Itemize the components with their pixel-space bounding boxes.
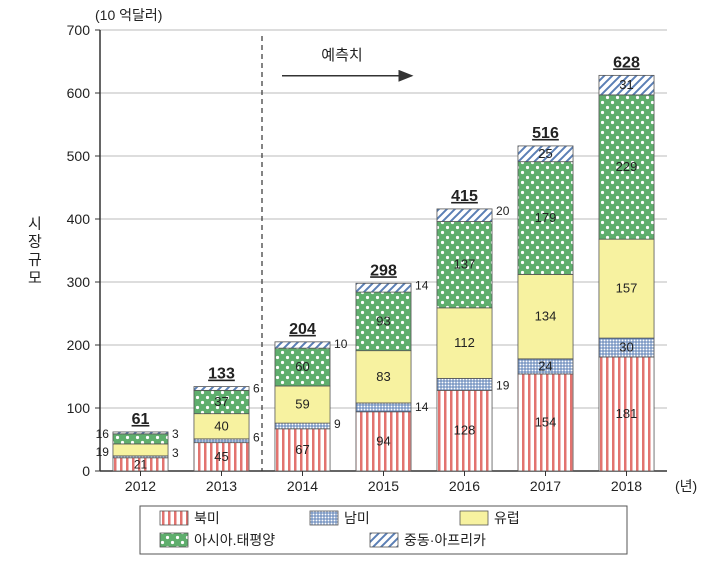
bar-segment-mea: [113, 432, 168, 434]
segment-value: 60: [295, 359, 309, 374]
segment-value: 31: [619, 77, 633, 92]
x-tick-label: 2017: [530, 478, 561, 494]
segment-value: 10: [334, 337, 348, 351]
stacked-bar-chart: 0 100 200 300 400 500 600 700(10 억달러) 시장규모 예측치 21 3…: [0, 0, 717, 561]
bar-segment-mea: [275, 342, 330, 348]
segment-value: 112: [454, 335, 475, 350]
segment-value: 30: [619, 340, 633, 355]
chart-container: 0 100 200 300 400 500 600 700(10 억달러) 시장규모 예측치 21 3…: [0, 0, 717, 561]
segment-value: 6: [253, 431, 260, 445]
bar-segment-eu: [113, 444, 168, 456]
legend-swatch: [160, 511, 188, 525]
x-tick-label: 2018: [611, 478, 642, 494]
segment-value: 19: [96, 445, 110, 459]
bar-total-label: 61: [132, 411, 150, 428]
segment-value: 21: [134, 457, 148, 471]
segment-value: 137: [454, 257, 476, 272]
segment-value: 179: [535, 210, 557, 225]
legend-swatch: [370, 533, 398, 547]
bar-total-label: 628: [613, 54, 640, 71]
bar-segment-mea: [194, 387, 249, 391]
legend-swatch: [460, 511, 488, 525]
y-tick-label: 600: [67, 85, 91, 101]
y-tick-label: 300: [67, 274, 91, 290]
legend-label: 남미: [344, 510, 370, 526]
segment-value: 16: [96, 427, 110, 441]
segment-value: 14: [415, 400, 429, 414]
bar-segment-sa: [194, 439, 249, 443]
segment-value: 25: [538, 146, 552, 161]
x-unit-label: (년): [675, 478, 697, 494]
bar-segment-sa: [437, 378, 492, 390]
segment-value: 83: [376, 369, 390, 384]
segment-value: 154: [535, 414, 557, 429]
segment-value: 94: [376, 433, 390, 448]
segment-value: 14: [415, 278, 429, 292]
forecast-label: 예측치: [321, 47, 362, 64]
legend-swatch: [160, 533, 188, 547]
y-unit-label: (10 억달러): [95, 7, 162, 23]
segment-value: 181: [616, 406, 638, 421]
x-tick-label: 2013: [206, 478, 237, 494]
legend-label: 중동·아프리카: [404, 532, 486, 548]
segment-value: 40: [214, 418, 228, 433]
bar-total-label: 133: [208, 366, 235, 383]
segment-value: 67: [295, 442, 309, 457]
legend-label: 유럽: [494, 510, 520, 526]
segment-value: 59: [295, 397, 309, 412]
segment-value: 6: [253, 382, 260, 396]
y-tick-label: 0: [82, 463, 90, 479]
segment-value: 3: [172, 427, 179, 441]
bar-total-label: 298: [370, 262, 397, 279]
segment-value: 37: [214, 394, 228, 409]
segment-value: 93: [376, 313, 390, 328]
y-tick-label: 100: [67, 400, 91, 416]
bar-segment-ap: [113, 434, 168, 444]
x-tick-label: 2014: [287, 478, 318, 494]
y-axis-label: 시장규모: [28, 216, 42, 287]
y-tick-label: 200: [67, 337, 91, 353]
bar-segment-sa: [356, 403, 411, 412]
y-tick-label: 400: [67, 211, 91, 227]
segment-value: 20: [496, 204, 510, 218]
bar-total-label: 516: [532, 125, 559, 142]
segment-value: 19: [496, 378, 510, 392]
bar-total-label: 415: [451, 188, 478, 205]
segment-value: 229: [616, 159, 638, 174]
x-tick-label: 2012: [125, 478, 156, 494]
segment-value: 24: [538, 358, 552, 373]
legend-swatch: [310, 511, 338, 525]
segment-value: 128: [454, 423, 476, 438]
bar-segment-sa: [275, 423, 330, 429]
segment-value: 9: [334, 417, 341, 431]
y-tick-label: 700: [67, 22, 91, 38]
x-tick-label: 2015: [368, 478, 399, 494]
segment-value: 45: [214, 449, 228, 464]
bar-segment-mea: [356, 283, 411, 292]
segment-value: 3: [172, 446, 179, 460]
y-tick-label: 500: [67, 148, 91, 164]
x-tick-label: 2016: [449, 478, 480, 494]
segment-value: 157: [616, 281, 638, 296]
bar-segment-mea: [437, 209, 492, 222]
bar-total-label: 204: [289, 321, 316, 338]
legend-label: 북미: [194, 510, 220, 526]
segment-value: 134: [535, 309, 557, 324]
legend-label: 아시아.태평양: [194, 532, 275, 548]
